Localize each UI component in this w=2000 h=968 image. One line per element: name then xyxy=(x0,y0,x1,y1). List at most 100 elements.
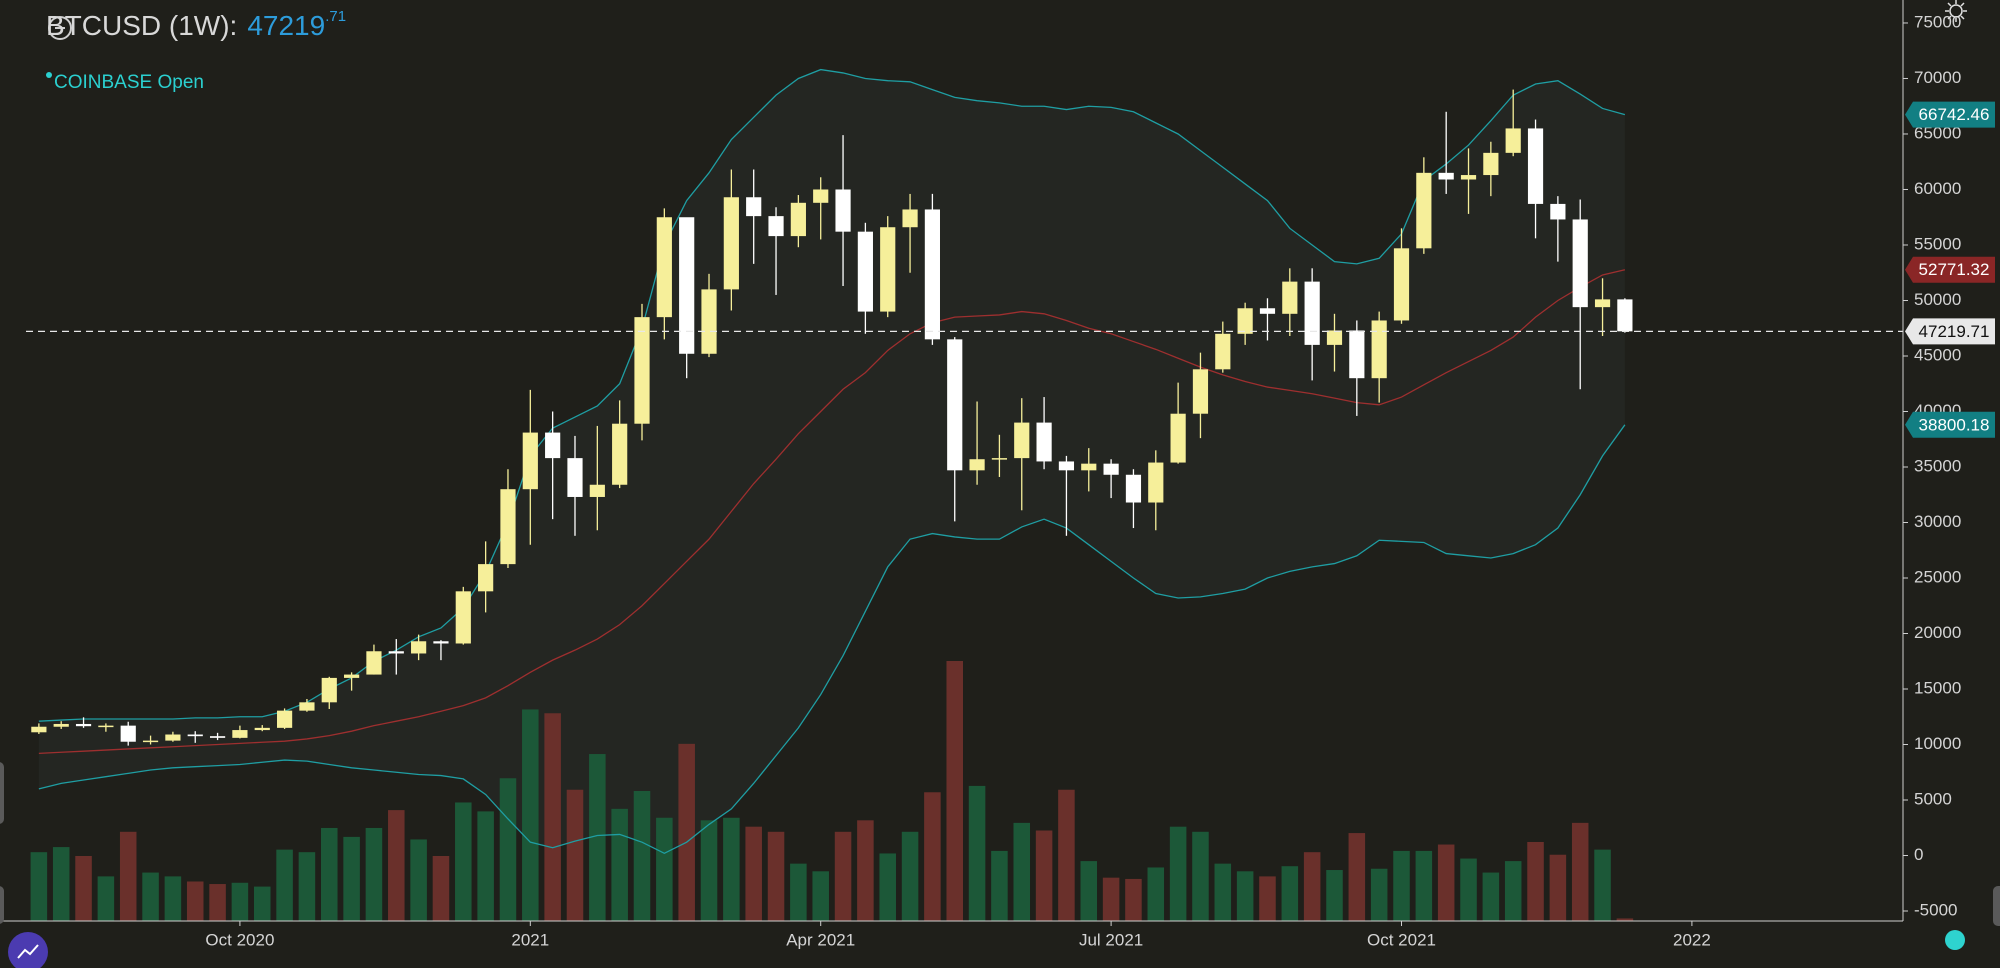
y-tick-label: 75000 xyxy=(1914,12,1961,31)
price-tag-label: 52771.32 xyxy=(1919,260,1990,279)
candle-body xyxy=(522,432,538,490)
candle-body xyxy=(455,591,471,644)
volume-bar xyxy=(745,826,762,921)
candle-body xyxy=(545,432,561,459)
settings-icon[interactable] xyxy=(1945,0,1967,22)
candle-body xyxy=(924,209,940,340)
volume-bar xyxy=(589,754,606,921)
x-tick-label: Oct 2020 xyxy=(205,930,274,949)
candle-body xyxy=(1237,308,1253,334)
candle-body xyxy=(1438,172,1454,180)
market-status: COINBASE Open xyxy=(46,72,204,94)
volume-bar xyxy=(97,876,115,921)
volume-bar xyxy=(544,713,561,921)
volume-bar xyxy=(186,881,204,921)
header: BTCUSD (1W): 47219.71 xyxy=(46,8,346,42)
volume-bar xyxy=(1259,876,1276,921)
volume-bar xyxy=(253,886,271,921)
y-tick-label: 25000 xyxy=(1914,567,1961,586)
x-tick-label: Apr 2021 xyxy=(786,930,855,949)
search-icon[interactable] xyxy=(48,16,72,40)
candle-body xyxy=(1483,152,1499,176)
candle-body xyxy=(1304,281,1320,345)
volume-bar xyxy=(1415,850,1433,921)
volume-bar xyxy=(1504,861,1522,921)
candle-body xyxy=(634,317,650,424)
y-tick-label: 50000 xyxy=(1914,290,1961,309)
volume-bar xyxy=(1147,867,1165,921)
candle-body xyxy=(656,217,672,318)
candle-body xyxy=(1282,281,1298,314)
volume-bar xyxy=(164,876,182,921)
volume-bar xyxy=(1348,833,1366,921)
y-tick-label: 30000 xyxy=(1914,512,1961,531)
candle-body xyxy=(75,723,92,727)
price-tag: 47219.71 xyxy=(1905,318,1995,345)
candle-body xyxy=(1349,330,1365,379)
status-dot[interactable] xyxy=(1945,930,1965,950)
volume-bar xyxy=(75,856,92,921)
candle-body xyxy=(679,217,695,354)
candle-body xyxy=(478,564,494,592)
candle-body xyxy=(1393,248,1410,321)
band-fill xyxy=(38,69,1625,854)
price-main: 47219 xyxy=(247,10,326,41)
candle-body xyxy=(433,641,449,644)
candle-body xyxy=(813,189,829,203)
volume-bar xyxy=(1214,863,1232,921)
candle-body xyxy=(746,197,762,217)
right-tab[interactable] xyxy=(1993,886,2000,926)
candle-body xyxy=(411,641,427,654)
volume-bar xyxy=(1460,858,1477,921)
candle-body xyxy=(1617,299,1633,332)
candle-body xyxy=(1460,175,1477,180)
candle-body xyxy=(232,730,248,738)
volume-bar xyxy=(30,852,48,921)
volume-bar xyxy=(946,661,964,921)
search-circle xyxy=(48,16,72,40)
price-tag: 66742.46 xyxy=(1905,101,1995,128)
candle-body xyxy=(500,489,516,565)
y-tick-label: 65000 xyxy=(1914,123,1961,142)
candle-body xyxy=(187,734,203,737)
x-tick-label: Oct 2021 xyxy=(1367,930,1436,949)
volume-bar xyxy=(1236,871,1254,921)
left-tab[interactable] xyxy=(0,762,4,824)
volume-bar xyxy=(857,820,874,921)
volume-bar xyxy=(723,817,740,921)
volume-bar xyxy=(1527,841,1544,921)
candle-body xyxy=(209,736,226,738)
candle-body xyxy=(1572,219,1588,308)
candle-body xyxy=(947,339,963,471)
y-tick-label: 0 xyxy=(1914,845,1923,864)
price-tag-label: 47219.71 xyxy=(1919,322,1990,341)
trend-button[interactable] xyxy=(8,932,48,968)
volume-bar xyxy=(119,831,137,921)
left-tab[interactable] xyxy=(0,886,4,924)
volume-bar xyxy=(1035,830,1053,921)
candle-body xyxy=(1371,320,1387,379)
volume-bar xyxy=(1080,861,1098,921)
volume-bar xyxy=(1326,870,1343,921)
x-tick-label: Jul 2021 xyxy=(1079,930,1143,949)
candle-body xyxy=(321,677,337,703)
candle-body xyxy=(1081,463,1097,471)
y-tick-label: 20000 xyxy=(1914,623,1961,642)
gear-ring xyxy=(1949,4,1963,18)
volume-bar xyxy=(365,827,383,921)
candle-body xyxy=(1594,299,1611,308)
volume-bar xyxy=(522,709,539,921)
y-tick-label: 60000 xyxy=(1914,179,1961,198)
candle-body xyxy=(1148,462,1164,503)
volume-bar xyxy=(656,817,673,921)
candle-body xyxy=(857,231,873,312)
candle-body xyxy=(1326,330,1343,345)
trend-icon xyxy=(17,944,39,959)
volume-bar xyxy=(142,872,159,921)
volume-bar xyxy=(1013,822,1031,921)
volume-bar xyxy=(1058,789,1075,921)
volume-bar xyxy=(1303,852,1321,921)
volume-bar xyxy=(298,852,316,921)
